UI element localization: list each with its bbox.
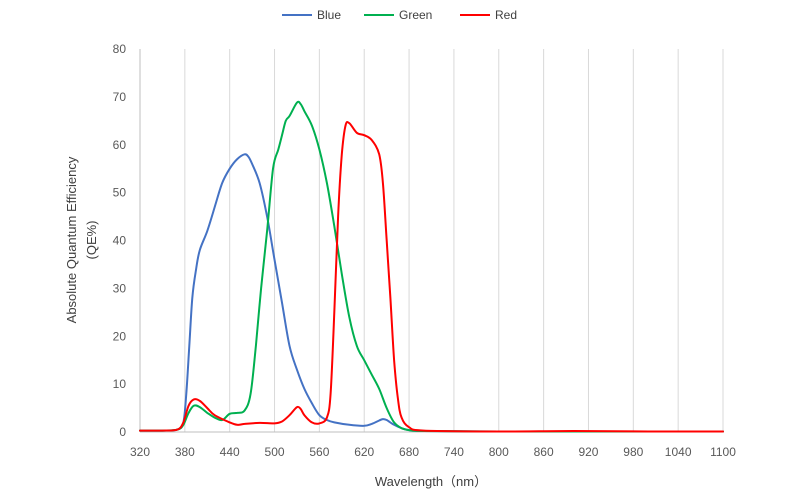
series-line-blue — [139, 153, 724, 433]
legend-label-green: Green — [399, 8, 432, 22]
y-tick-label: 30 — [113, 281, 127, 295]
x-tick-label: 1100 — [710, 445, 736, 459]
x-tick-label: 380 — [175, 445, 195, 459]
x-axis-title: Wavelength（nm） — [375, 474, 487, 489]
series-lines — [139, 100, 724, 433]
x-tick-label: 620 — [354, 445, 374, 459]
legend-label-red: Red — [495, 8, 517, 22]
y-axis-title-line2: (QE%) — [84, 221, 99, 260]
x-tick-label: 860 — [534, 445, 554, 459]
series-line-red — [139, 121, 724, 433]
x-tick-label: 500 — [265, 445, 285, 459]
legend-label-blue: Blue — [317, 8, 341, 22]
grid-lines — [139, 49, 724, 433]
x-tick-label: 320 — [130, 445, 150, 459]
y-tick-label: 10 — [113, 377, 127, 391]
y-tick-label: 70 — [113, 90, 127, 104]
y-tick-label: 40 — [113, 234, 127, 248]
x-tick-label: 740 — [444, 445, 464, 459]
tick-labels: 320 380 440 500 560 620 680 740 800 860 920 980 1040… — [113, 42, 737, 459]
y-tick-label: 20 — [113, 329, 127, 343]
x-tick-label: 980 — [623, 445, 643, 459]
y-tick-label: 0 — [119, 425, 126, 439]
y-tick-label: 50 — [113, 186, 127, 200]
x-tick-label: 1040 — [665, 445, 692, 459]
x-tick-label: 800 — [489, 445, 509, 459]
y-axis-title-line1: Absolute Quantum Efficiency — [64, 156, 79, 323]
x-tick-label: 440 — [220, 445, 240, 459]
x-tick-label: 560 — [309, 445, 329, 459]
series-line-green — [139, 100, 724, 433]
y-tick-label: 60 — [113, 138, 127, 152]
x-tick-label: 680 — [399, 445, 419, 459]
x-tick-label: 920 — [578, 445, 598, 459]
y-tick-label: 80 — [113, 42, 127, 56]
legend: Blue Green Red — [282, 8, 517, 22]
y-axis-title: Absolute Quantum Efficiency (QE%) — [64, 156, 99, 323]
